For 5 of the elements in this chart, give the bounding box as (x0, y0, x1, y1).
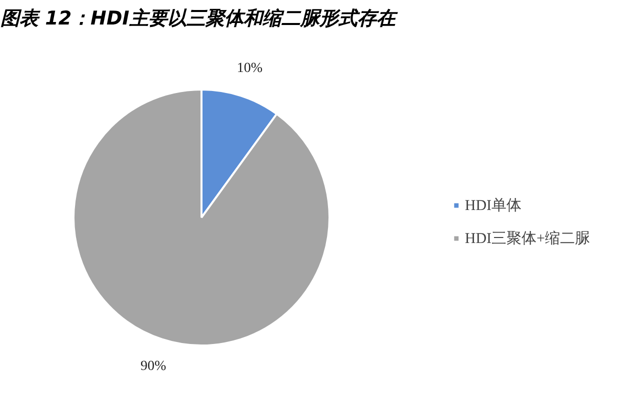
data-label: 10% (236, 60, 263, 76)
data-label: 90% (140, 359, 166, 374)
legend-label: HDI三聚体+缩二脲 (464, 230, 590, 248)
legend-label: HDI单体 (464, 196, 522, 214)
chart-title: 图表 12：HDI主要以三聚体和缩二脲形式存在 (0, 8, 398, 30)
